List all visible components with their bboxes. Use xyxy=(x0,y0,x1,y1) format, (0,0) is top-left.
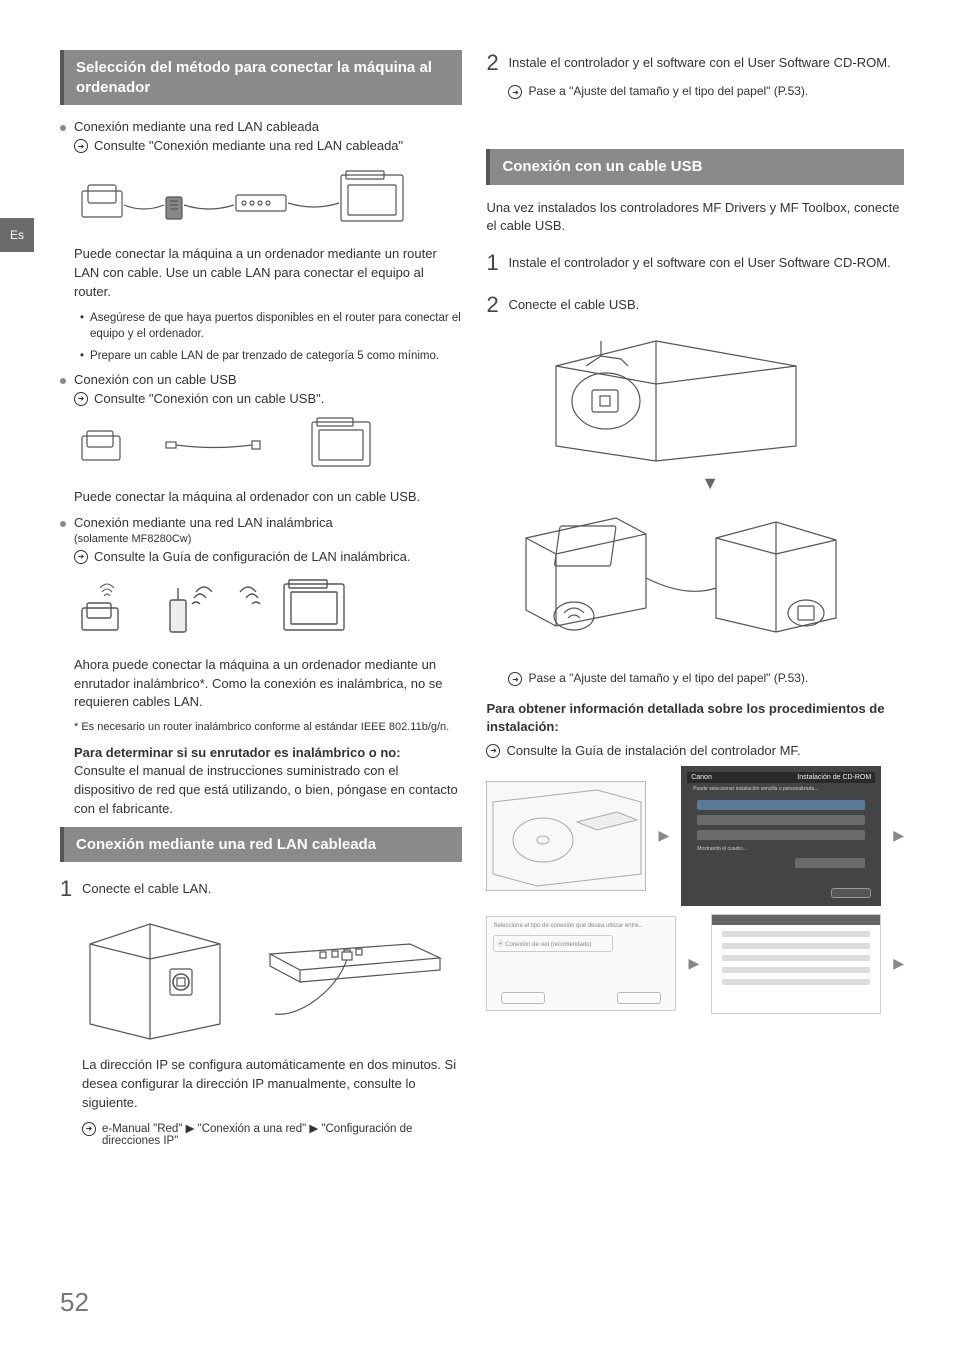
list-dialog-mock xyxy=(711,914,881,1014)
arrow-circle-icon xyxy=(74,139,88,153)
arrow-circle-icon xyxy=(508,85,522,99)
bullet-icon xyxy=(60,521,66,527)
arrow-circle-icon xyxy=(508,672,522,686)
section-heading-lan-conn: Conexión mediante una red LAN cableada xyxy=(60,827,462,863)
bullet-wlan-label: Conexión mediante una red LAN inalámbric… xyxy=(74,515,333,530)
installer-btn xyxy=(795,858,865,868)
cd-drive-icon xyxy=(487,782,647,892)
ref-paper2: Pase a "Ajuste del tamaño y el tipo del … xyxy=(508,671,904,686)
play-icon: ▶ xyxy=(688,955,699,972)
illustration-usb-connect: ▼ xyxy=(516,326,904,661)
ref-mfguide-text: Consulte la Guía de instalación del cont… xyxy=(506,743,800,758)
ref-wlan-text: Consulte la Guía de configuración de LAN… xyxy=(94,549,411,564)
step-number: 2 xyxy=(486,50,508,76)
wlan-model-note: (solamente MF8280Cw) xyxy=(74,533,191,545)
bullet-lan: Conexión mediante una red LAN cableada xyxy=(60,119,462,134)
printer-side-usb-icon xyxy=(516,326,836,466)
router-cable-icon xyxy=(260,934,450,1024)
page-number: 52 xyxy=(60,1287,89,1318)
arrow-circle-icon xyxy=(74,392,88,406)
bullet-icon xyxy=(60,125,66,131)
usb-step2-text: Conecte el cable USB. xyxy=(508,296,639,315)
section-heading-method: Selección del método para conectar la má… xyxy=(60,50,462,105)
right-column: 2 Instale el controlador y el software c… xyxy=(486,50,904,1153)
arrow-circle-icon xyxy=(74,550,88,564)
step1-desc: La dirección IP se configura automáticam… xyxy=(82,1056,462,1113)
ref-usb-text: Consulte "Conexión con un cable USB". xyxy=(94,391,324,406)
illustration-wlan xyxy=(74,574,462,644)
installer-btn xyxy=(697,830,865,840)
determine-block: Para determinar si su enrutador es inalá… xyxy=(74,744,462,819)
step-1-text: Conecte el cable LAN. xyxy=(82,880,211,899)
wlan-diagram-icon xyxy=(74,574,394,644)
arrow-circle-icon xyxy=(486,744,500,758)
brand-label: Canon xyxy=(691,774,712,781)
usb-step-2: 2 Conecte el cable USB. xyxy=(486,292,904,318)
ref-lan: Consulte "Conexión mediante una red LAN … xyxy=(74,138,462,153)
ref-wlan: Consulte la Guía de configuración de LAN… xyxy=(74,549,462,564)
wlan-desc: Ahora puede conectar la máquina a un ord… xyxy=(74,656,462,713)
ref-paper2-text: Pase a "Ajuste del tamaño y el tipo del … xyxy=(528,671,808,685)
cd-drive-mock xyxy=(486,781,646,891)
arrow-circle-icon xyxy=(82,1122,96,1136)
installer-btn xyxy=(697,800,865,810)
screenshot-row-2: Seleccione el tipo de conexión que desea… xyxy=(486,914,904,1014)
detail-heading: Para obtener información detallada sobre… xyxy=(486,700,904,736)
next-btn xyxy=(617,992,661,1004)
installer-btn xyxy=(697,815,865,825)
determine-title: Para determinar si su enrutador es inalá… xyxy=(74,745,401,760)
left-column: Selección del método para conectar la má… xyxy=(60,50,462,1153)
usb-intro: Una vez instalados los controladores MF … xyxy=(486,199,904,237)
page-content: Selección del método para conectar la má… xyxy=(0,0,954,1183)
lan-sub1: Asegúrese de que haya puertos disponible… xyxy=(80,310,462,342)
exit-btn xyxy=(831,888,871,898)
usb-diagram-icon xyxy=(74,416,394,476)
lan-diagram-icon xyxy=(74,163,414,233)
screenshot-row-1: ▶ CanonInstalación de CD-ROM Puede selec… xyxy=(486,766,904,906)
installer-dialog-mock: CanonInstalación de CD-ROM Puede selecci… xyxy=(681,766,881,906)
ref-emanual-text: e-Manual "Red" ▶ "Conexión a una red" ▶ … xyxy=(102,1121,462,1147)
pc-printer-usb-icon xyxy=(516,498,846,658)
bullet-lan-label: Conexión mediante una red LAN cableada xyxy=(74,119,319,134)
lan-sub2: Prepare un cable LAN de par trenzado de … xyxy=(80,348,462,364)
dialog-mock: Seleccione el tipo de conexión que desea… xyxy=(486,916,676,1011)
step-number: 1 xyxy=(60,876,82,902)
step-1: 1 Conecte el cable LAN. xyxy=(60,876,462,902)
step-2: 2 Instale el controlador y el software c… xyxy=(486,50,904,76)
step-number: 1 xyxy=(486,250,508,276)
ref-lan-text: Consulte "Conexión mediante una red LAN … xyxy=(94,138,403,153)
ref-paper1: Pase a "Ajuste del tamaño y el tipo del … xyxy=(508,84,904,99)
section-heading-usb: Conexión con un cable USB xyxy=(486,149,904,185)
bullet-wlan: Conexión mediante una red LAN inalámbric… xyxy=(60,515,462,545)
bullet-icon xyxy=(60,378,66,384)
determine-desc: Consulte el manual de instrucciones sumi… xyxy=(74,763,458,816)
step-2-text: Instale el controlador y el software con… xyxy=(508,54,890,73)
step-number: 2 xyxy=(486,292,508,318)
usb-step1-text: Instale el controlador y el software con… xyxy=(508,254,890,273)
dialog-title: Instalación de CD-ROM xyxy=(797,774,871,781)
illustration-lan-connect xyxy=(80,914,462,1044)
illustration-usb xyxy=(74,416,462,476)
ref-paper1-text: Pase a "Ajuste del tamaño y el tipo del … xyxy=(528,84,808,98)
printer-rear-icon xyxy=(80,914,230,1044)
arrow-down-icon: ▼ xyxy=(516,473,904,494)
ref-emanual: e-Manual "Red" ▶ "Conexión a una red" ▶ … xyxy=(82,1121,462,1147)
bullet-usb: Conexión con un cable USB xyxy=(60,372,462,387)
play-icon: ▶ xyxy=(658,827,669,844)
language-tab: Es xyxy=(0,218,34,252)
lan-desc: Puede conectar la máquina a un ordenador… xyxy=(74,245,462,302)
ref-mfguide: Consulte la Guía de instalación del cont… xyxy=(486,743,904,758)
usb-step-1: 1 Instale el controlador y el software c… xyxy=(486,250,904,276)
wlan-footnote: * Es necesario un router inalámbrico con… xyxy=(74,720,462,735)
back-btn xyxy=(501,992,545,1004)
play-icon: ▶ xyxy=(893,955,904,972)
play-icon: ▶ xyxy=(893,827,904,844)
illustration-lan xyxy=(74,163,462,233)
bullet-usb-label: Conexión con un cable USB xyxy=(74,372,237,387)
usb-desc: Puede conectar la máquina al ordenador c… xyxy=(74,488,462,507)
ref-usb: Consulte "Conexión con un cable USB". xyxy=(74,391,462,406)
